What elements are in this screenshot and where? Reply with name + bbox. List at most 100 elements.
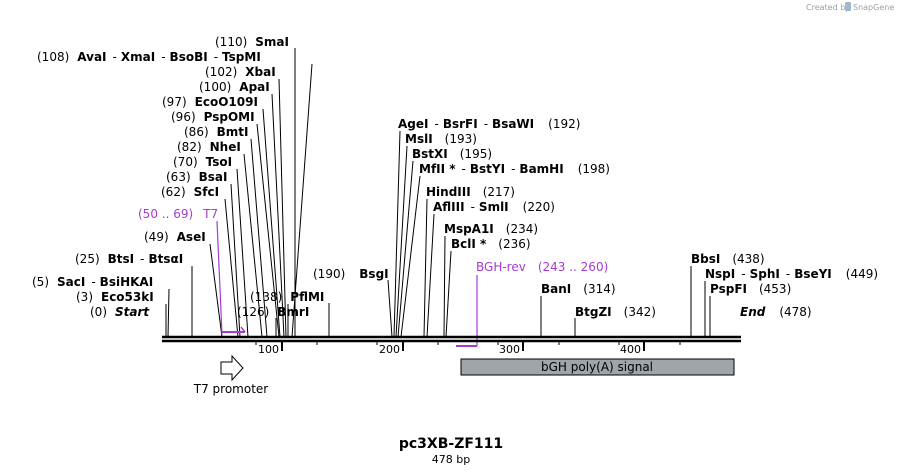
site-label-bsgi[interactable]: (190) BsgI [313, 267, 389, 281]
enzyme-name: BmtI [217, 125, 249, 139]
site-position: (314) [583, 282, 615, 296]
feature-t7-promoter[interactable]: T7 promoter [193, 354, 269, 396]
enzyme-name: BsaI [199, 170, 228, 184]
leader-lines [165, 48, 711, 338]
enzyme-name: Start [115, 305, 150, 319]
site-label-bsai[interactable]: (63) BsaI [166, 170, 228, 184]
primer-name: BGH-rev [476, 260, 526, 274]
site-label-bani[interactable]: BanI (314) [541, 282, 616, 296]
site-position: (192) [548, 117, 580, 131]
separator: - [786, 267, 790, 281]
site-label-nspi[interactable]: NspI - SphI - BseYI (449) [705, 267, 878, 281]
plasmid-size: 478 bp [432, 453, 470, 466]
enzyme-name: BanI [541, 282, 571, 296]
major-ticks [281, 341, 645, 351]
separator: - [140, 252, 144, 266]
site-label-saci[interactable]: (5) SacI - BsiHKAI [32, 275, 153, 289]
site-label-nhei[interactable]: (82) NheI [177, 140, 241, 154]
site-position: (126) [237, 305, 269, 319]
tick-label: 400 [620, 343, 641, 356]
site-label-smai[interactable]: (110) SmaI [215, 35, 289, 49]
site-label-btgzi[interactable]: BtgZI (342) [575, 305, 656, 319]
site-label-start[interactable]: (0) Start [90, 305, 150, 319]
site-label-agei[interactable]: AgeI - BsrFI - BsaWI (192) [398, 117, 580, 131]
site-label-bcli[interactable]: BclI * (236) [451, 237, 531, 251]
primer-name: T7 [202, 207, 218, 221]
separator: - [113, 50, 117, 64]
feature-bgh-polya[interactable]: bGH poly(A) signal [460, 358, 735, 376]
tick-labels: 100 200 300 400 [258, 343, 641, 356]
site-position: (449) [846, 267, 878, 281]
enzyme-name: SmlI [479, 200, 509, 214]
enzyme-name: BclI * [451, 237, 487, 251]
site-label-bmri[interactable]: (126) BmrI [237, 305, 309, 319]
feature-label: T7 promoter [193, 382, 269, 396]
site-label-asei[interactable]: (49) AseI [144, 230, 206, 244]
primer-bgh-rev[interactable] [456, 275, 478, 347]
site-label-bmti[interactable]: (86) BmtI [184, 125, 249, 139]
site-position: (63) [166, 170, 191, 184]
site-position: (96) [171, 110, 196, 124]
separator: - [214, 50, 218, 64]
enzyme-name: AgeI [398, 117, 428, 131]
site-position: (49) [144, 230, 169, 244]
enzyme-name: PspFI [710, 282, 747, 296]
site-label-apai[interactable]: (100) ApaI [199, 80, 270, 94]
enzyme-name: SphI [750, 267, 780, 281]
site-label-hindiii[interactable]: HindIII (217) [426, 185, 515, 199]
site-label-bstxi[interactable]: BstXI (195) [412, 147, 492, 161]
separator: - [511, 162, 515, 176]
site-position: (217) [483, 185, 515, 199]
site-position: (5) [32, 275, 49, 289]
site-label-pspfi[interactable]: PspFI (453) [710, 282, 791, 296]
promoter-arrow-icon [220, 354, 244, 382]
site-labels: (110) SmaI (108) AvaI - XmaI - BsoBI - TspMI (10… [32, 35, 878, 319]
site-label-afliii[interactable]: AflIII - SmlI (220) [433, 200, 555, 214]
site-label-eco53ki[interactable]: (3) Eco53kI [76, 290, 154, 304]
site-position: (342) [624, 305, 656, 319]
site-position: (138) [250, 290, 282, 304]
site-label-tsoi[interactable]: (70) TsoI [173, 155, 232, 169]
site-label-mfli[interactable]: MfII * - BstYI - BamHI (198) [419, 162, 610, 176]
site-label-msli[interactable]: MslI (193) [405, 132, 477, 146]
enzyme-name: AflIII [433, 200, 465, 214]
site-label-pspomi[interactable]: (96) PspOMI [171, 110, 255, 124]
site-label-avai[interactable]: (108) AvaI - XmaI - BsoBI - TspMI [37, 50, 261, 64]
separator: - [741, 267, 745, 281]
site-label-ecoo109i[interactable]: (97) EcoO109I [162, 95, 258, 109]
enzyme-name: BstYI [470, 162, 505, 176]
site-label-sfci[interactable]: (62) SfcI [161, 185, 219, 199]
primer-label-bgh-rev[interactable]: BGH-rev (243 .. 260) [476, 260, 608, 274]
enzyme-name: XbaI [245, 65, 275, 79]
tick-label: 100 [258, 343, 279, 356]
site-label-end[interactable]: End (478) [740, 305, 812, 319]
enzyme-name: TsoI [206, 155, 232, 169]
site-label-btsi[interactable]: (25) BtsI - BtsαI [75, 252, 183, 266]
credit-brand: SnapGene [853, 3, 894, 12]
site-label-xbai[interactable]: (102) XbaI [205, 65, 276, 79]
enzyme-name: BamHI [519, 162, 563, 176]
enzyme-name: EcoO109I [195, 95, 258, 109]
enzyme-name: BsoBI [170, 50, 208, 64]
enzyme-name: BmrI [277, 305, 309, 319]
separator: - [484, 117, 488, 131]
tick-label: 200 [379, 343, 400, 356]
primer-label-t7[interactable]: (50 .. 69) T7 [138, 207, 218, 221]
site-position: (0) [90, 305, 107, 319]
site-label-pflmi[interactable]: (138) PflMI [250, 290, 324, 304]
site-label-bbsi[interactable]: BbsI (438) [691, 252, 765, 266]
enzyme-name: Eco53kI [101, 290, 154, 304]
primer-t7[interactable] [216, 220, 246, 335]
site-position: (438) [732, 252, 764, 266]
site-position: (195) [460, 147, 492, 161]
primer-range: (243 .. 260) [538, 260, 608, 274]
site-label-mspa1i[interactable]: MspA1I (234) [444, 222, 538, 236]
site-position: (453) [759, 282, 791, 296]
enzyme-name: SacI [57, 275, 85, 289]
enzyme-name: BsrFI [443, 117, 478, 131]
primer-range: (50 .. 69) [138, 207, 193, 221]
site-position: (234) [506, 222, 538, 236]
enzyme-name: NheI [210, 140, 241, 154]
enzyme-name: MfII * [419, 162, 456, 176]
